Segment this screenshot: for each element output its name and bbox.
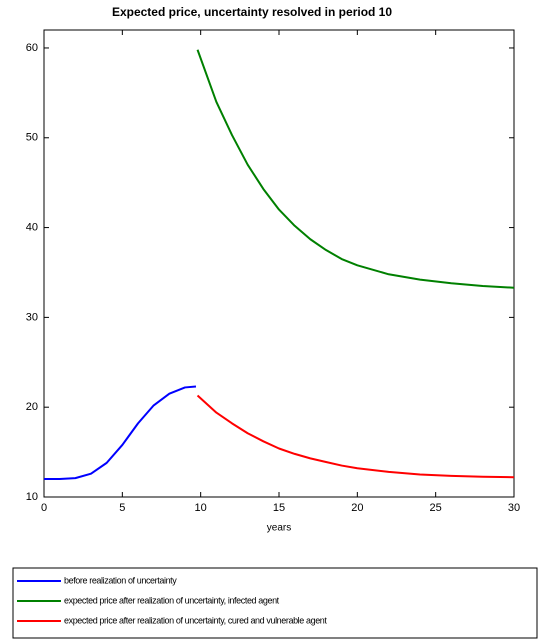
legend-label: expected price after realization of unce…	[64, 615, 327, 625]
legend-box	[12, 567, 538, 639]
series-line	[44, 385, 197, 481]
x-tick-label: 15	[273, 502, 285, 514]
y-tick-label: 20	[26, 401, 38, 413]
y-tick-label: 30	[26, 311, 38, 323]
x-tick-label: 10	[195, 502, 207, 514]
y-tick-label: 40	[26, 221, 38, 233]
y-tick-label: 10	[26, 491, 38, 503]
x-tick-label: 20	[351, 502, 363, 514]
chart-title: Expected price, uncertainty resolved in …	[112, 5, 392, 19]
y-tick-label: 50	[26, 132, 38, 144]
x-tick-label: 25	[430, 502, 442, 514]
series-line	[196, 49, 515, 289]
x-tick-label: 5	[119, 502, 125, 514]
x-tick-label: 30	[508, 502, 520, 514]
legend-label: expected price after realization of unce…	[64, 595, 280, 605]
x-axis-label: years	[267, 523, 291, 534]
plot-frame	[43, 29, 515, 498]
legend-label: before realization of uncertainty	[64, 575, 177, 585]
y-tick-label: 60	[26, 42, 38, 54]
series-line	[196, 394, 515, 479]
x-tick-label: 0	[41, 502, 47, 514]
